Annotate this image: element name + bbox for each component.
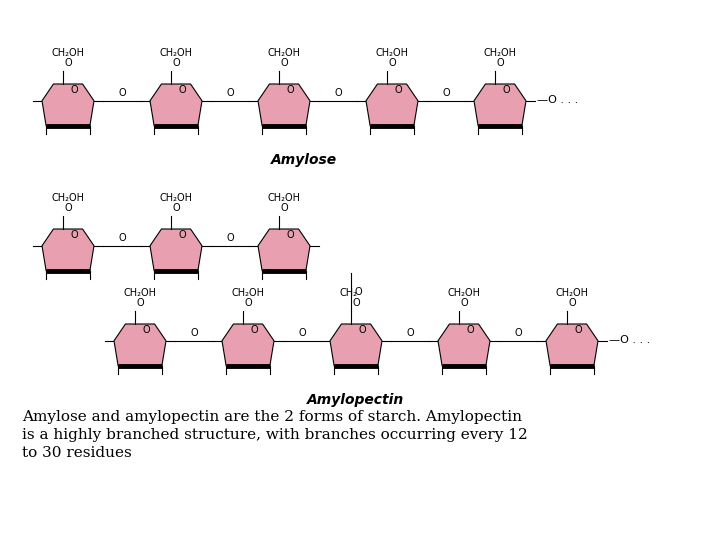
Text: Amylose: Amylose [271,153,337,167]
Text: O: O [406,328,414,338]
Text: O: O [355,287,362,297]
Text: CH₂OH: CH₂OH [51,48,84,58]
Polygon shape [366,84,418,126]
Polygon shape [330,324,382,366]
Text: O: O [71,85,78,95]
Text: O: O [137,298,145,308]
Text: O: O [65,58,73,68]
Text: O: O [514,328,522,338]
Text: O: O [281,58,289,68]
Polygon shape [258,84,310,126]
Text: O: O [65,203,73,213]
Text: O: O [118,88,126,98]
Text: O: O [467,325,474,335]
Text: O: O [334,88,342,98]
Polygon shape [222,324,274,366]
Polygon shape [258,229,310,271]
Text: O: O [569,298,577,308]
Polygon shape [474,84,526,126]
Polygon shape [150,84,202,126]
Text: O: O [575,325,582,335]
Text: CH₂OH: CH₂OH [375,48,408,58]
Text: —O . . .: —O . . . [609,335,651,345]
Text: O: O [245,298,253,308]
Text: O: O [395,85,402,95]
Text: CH₂OH: CH₂OH [447,288,480,298]
Text: CH₂OH: CH₂OH [123,288,156,298]
Text: O: O [298,328,306,338]
Text: to 30 residues: to 30 residues [22,446,132,460]
Text: O: O [287,85,294,95]
Text: O: O [389,58,397,68]
Text: O: O [461,298,469,308]
Text: O: O [226,233,234,243]
Text: CH₂OH: CH₂OH [267,48,300,58]
Text: O: O [190,328,198,338]
Text: CH₂OH: CH₂OH [231,288,264,298]
Text: O: O [287,230,294,240]
Text: O: O [442,88,450,98]
Text: O: O [71,230,78,240]
Text: CH₂OH: CH₂OH [267,193,300,203]
Text: O: O [497,58,505,68]
Text: O: O [226,88,234,98]
Text: O: O [281,203,289,213]
Text: O: O [143,325,150,335]
Text: O: O [251,325,258,335]
Text: O: O [173,203,181,213]
Text: O: O [179,85,186,95]
Polygon shape [42,84,94,126]
Polygon shape [438,324,490,366]
Polygon shape [150,229,202,271]
Text: CH₂OH: CH₂OH [555,288,588,298]
Text: O: O [359,325,366,335]
Text: O: O [503,85,510,95]
Text: CH₂: CH₂ [339,288,357,298]
Text: CH₂OH: CH₂OH [483,48,516,58]
Text: O: O [173,58,181,68]
Text: O: O [179,230,186,240]
Text: CH₂OH: CH₂OH [51,193,84,203]
Text: is a highly branched structure, with branches occurring every 12: is a highly branched structure, with bra… [22,428,528,442]
Text: O: O [353,298,361,308]
Text: CH₂OH: CH₂OH [159,48,192,58]
Text: O: O [118,233,126,243]
Polygon shape [546,324,598,366]
Text: Amylose and amylopectin are the 2 forms of starch. Amylopectin: Amylose and amylopectin are the 2 forms … [22,410,522,424]
Text: CH₂OH: CH₂OH [159,193,192,203]
Text: Amylopectin: Amylopectin [307,393,405,407]
Polygon shape [42,229,94,271]
Polygon shape [114,324,166,366]
Text: —O . . .: —O . . . [537,95,579,105]
